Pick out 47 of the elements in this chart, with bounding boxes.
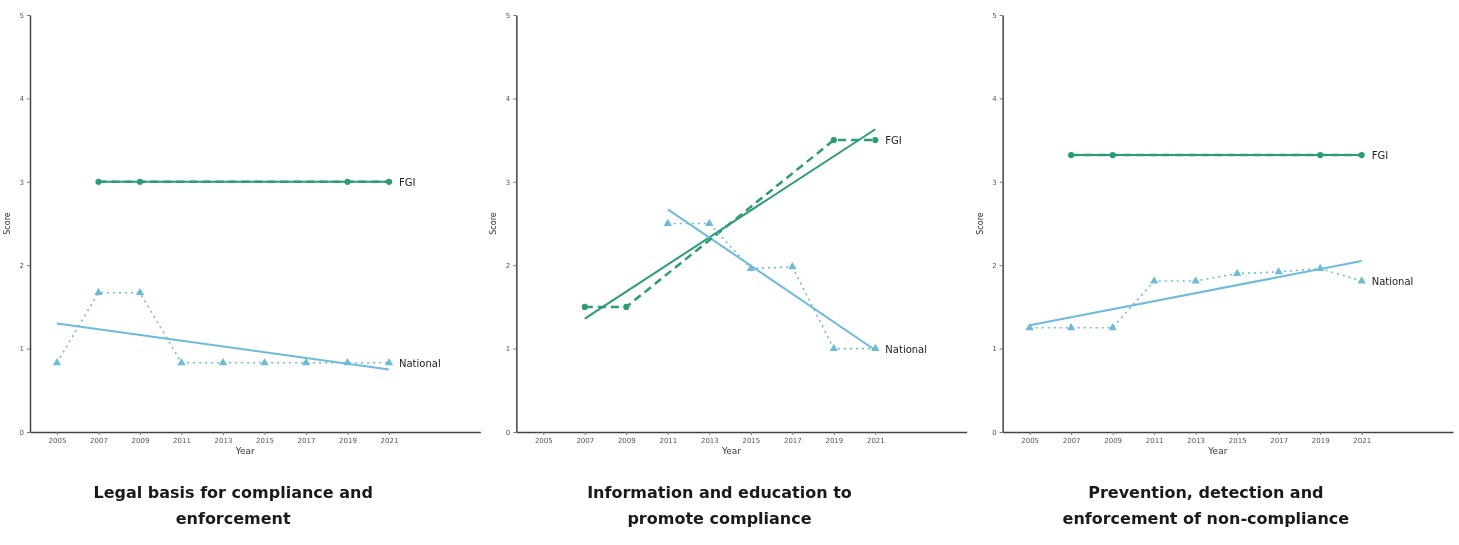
point xyxy=(95,178,102,185)
point xyxy=(1274,267,1283,275)
series-label: FGI xyxy=(885,135,902,147)
point xyxy=(218,357,228,366)
point xyxy=(663,218,672,226)
point xyxy=(344,178,351,185)
point xyxy=(136,178,144,185)
point xyxy=(52,357,62,366)
point xyxy=(829,343,839,351)
point xyxy=(1109,152,1116,159)
x-axis-title: Year xyxy=(234,446,255,456)
point xyxy=(1068,152,1075,159)
point xyxy=(94,287,103,296)
point xyxy=(385,178,393,185)
point xyxy=(343,357,352,366)
point xyxy=(746,263,755,271)
point xyxy=(135,287,145,296)
y-axis-title: Score xyxy=(975,212,985,235)
point xyxy=(830,137,837,144)
text: Prevention, detection and enforcement of non-compliance xyxy=(1062,483,1350,528)
point xyxy=(1317,152,1324,159)
y-axis-title: Score xyxy=(3,212,12,235)
point xyxy=(1316,263,1325,271)
point xyxy=(1066,322,1076,331)
y-axis-title: Score xyxy=(489,212,499,235)
point xyxy=(177,357,186,366)
point xyxy=(1358,152,1365,159)
series-label: FGI xyxy=(399,176,416,188)
point xyxy=(581,303,588,310)
point xyxy=(1108,322,1117,331)
point xyxy=(788,262,797,270)
point xyxy=(260,357,269,366)
text: Legal basis for compliance and enforcement xyxy=(93,483,373,528)
series-label: National xyxy=(885,343,928,355)
x-axis-title: Year xyxy=(1207,446,1228,456)
point xyxy=(1233,268,1242,276)
point xyxy=(623,303,630,310)
point xyxy=(872,137,879,144)
x-axis-title: Year xyxy=(720,446,742,456)
point xyxy=(705,218,714,226)
series-label: National xyxy=(399,357,441,369)
series-label: National xyxy=(1371,276,1414,288)
series-label: FGI xyxy=(1371,150,1389,162)
point xyxy=(384,357,394,366)
point xyxy=(1025,322,1034,331)
point xyxy=(871,343,880,351)
text: Information and education to promote compliance xyxy=(587,483,852,528)
